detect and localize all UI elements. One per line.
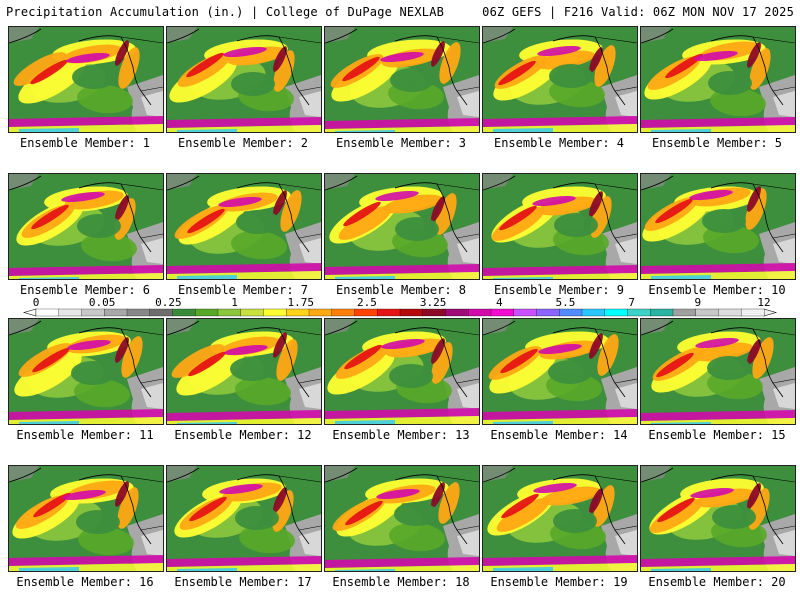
ensemble-member-label: Ensemble Member: 9 — [493, 283, 625, 297]
ensemble-member-label: Ensemble Member: 5 — [651, 136, 783, 150]
ensemble-map-panel — [166, 26, 322, 133]
colorbar-tick-label: 2.5 — [356, 296, 377, 309]
colorbar-swatch — [422, 308, 446, 317]
colorbar-swatch — [672, 308, 697, 317]
colorbar-swatch — [172, 308, 196, 317]
colorbar-swatch — [718, 308, 742, 317]
ensemble-map-panel — [482, 26, 638, 133]
ensemble-member-label: Ensemble Member: 20 — [648, 575, 786, 589]
colorbar-tick-label: 0.05 — [88, 296, 116, 309]
ensemble-member-label: Ensemble Member: 17 — [174, 575, 312, 589]
ensemble-member-label: Ensemble Member: 13 — [332, 428, 470, 442]
colorbar-swatch — [650, 308, 674, 317]
colorbar-swatch — [286, 308, 310, 317]
ensemble-member-label: Ensemble Member: 10 — [648, 283, 786, 297]
ensemble-map-panel — [166, 465, 322, 572]
ensemble-map-panel — [640, 26, 796, 133]
ensemble-member-label: Ensemble Member: 8 — [335, 283, 467, 297]
colorbar-swatch — [581, 308, 606, 317]
colorbar-swatch — [126, 308, 151, 317]
ensemble-map-panel — [166, 173, 322, 280]
ensemble-map-panel — [324, 318, 480, 425]
colorbar-swatch — [195, 308, 219, 317]
colorbar-tick-label: 4 — [495, 296, 503, 309]
colorbar-swatch — [331, 308, 355, 317]
colorbar-swatch — [399, 308, 424, 317]
colorbar-swatch — [513, 308, 537, 317]
ensemble-map-panel — [324, 465, 480, 572]
colorbar-tick-label: 1 — [231, 296, 238, 309]
ensemble-map-panel — [8, 173, 164, 280]
colorbar-swatch — [81, 308, 105, 317]
colorbar-swatch — [377, 308, 401, 317]
ensemble-map-panel — [8, 465, 164, 572]
ensemble-map-panel — [8, 318, 164, 425]
colorbar-tick-label: 0 — [32, 296, 40, 309]
ensemble-member-label: Ensemble Member: 14 — [490, 428, 628, 442]
ensemble-member-label: Ensemble Member: 18 — [332, 575, 470, 589]
colorbar-left-arrow — [22, 308, 37, 317]
colorbar-tick-label: 1.75 — [287, 296, 314, 309]
ensemble-member-label: Ensemble Member: 6 — [19, 283, 151, 297]
ensemble-map-panel — [8, 26, 164, 133]
ensemble-member-label: Ensemble Member: 2 — [177, 136, 309, 150]
colorbar-swatch — [741, 308, 765, 317]
colorbar-swatch — [58, 308, 82, 317]
colorbar-tick-label: 12 — [757, 296, 771, 309]
colorbar-swatch — [104, 308, 128, 317]
ensemble-member-label: Ensemble Member: 4 — [493, 136, 625, 150]
ensemble-map-panel — [166, 318, 322, 425]
colorbar-swatch — [627, 308, 651, 317]
colorbar-swatch — [149, 308, 173, 317]
ensemble-member-label: Ensemble Member: 19 — [490, 575, 628, 589]
colorbar-swatch — [536, 308, 560, 317]
ensemble-member-label: Ensemble Member: 12 — [174, 428, 312, 442]
ensemble-member-label: Ensemble Member: 7 — [177, 283, 309, 297]
colorbar-swatch — [35, 308, 60, 317]
colorbar-right-arrow — [763, 308, 778, 317]
colorbar-tick-label: 7 — [628, 296, 635, 309]
ensemble-member-label: Ensemble Member: 15 — [648, 428, 786, 442]
ensemble-member-label: Ensemble Member: 16 — [16, 575, 154, 589]
colorbar-tick-label: 3.25 — [419, 296, 447, 309]
colorbar-swatch — [468, 308, 492, 317]
colorbar — [22, 308, 778, 317]
colorbar-swatch — [240, 308, 264, 317]
colorbar-swatch — [445, 308, 469, 317]
ensemble-map-panel — [324, 26, 480, 133]
ensemble-map-panel — [324, 173, 480, 280]
ensemble-map-panel — [482, 173, 638, 280]
colorbar-swatch — [559, 308, 583, 317]
ensemble-member-label: Ensemble Member: 3 — [335, 136, 467, 150]
colorbar-tick-label: 0.25 — [155, 296, 182, 309]
header-valid-time: 06Z GEFS | F216 Valid: 06Z MON NOV 17 20… — [482, 5, 794, 19]
ensemble-member-label: Ensemble Member: 1 — [19, 136, 151, 150]
ensemble-map-panel — [482, 465, 638, 572]
header-title: Precipitation Accumulation (in.) | Colle… — [6, 5, 445, 19]
colorbar-swatch — [217, 308, 242, 317]
colorbar-tick-label: 5.5 — [555, 296, 576, 309]
ensemble-map-panel — [640, 465, 796, 572]
colorbar-swatch — [354, 308, 378, 317]
colorbar-swatch — [490, 308, 515, 317]
colorbar-tick-label: 9 — [694, 296, 702, 309]
colorbar-swatch — [263, 308, 287, 317]
ensemble-map-panel — [640, 318, 796, 425]
ensemble-map-panel — [640, 173, 796, 280]
ensemble-member-label: Ensemble Member: 11 — [16, 428, 154, 442]
colorbar-swatch — [604, 308, 628, 317]
colorbar-swatch — [695, 308, 719, 317]
ensemble-map-panel — [482, 318, 638, 425]
colorbar-swatch — [308, 308, 333, 317]
